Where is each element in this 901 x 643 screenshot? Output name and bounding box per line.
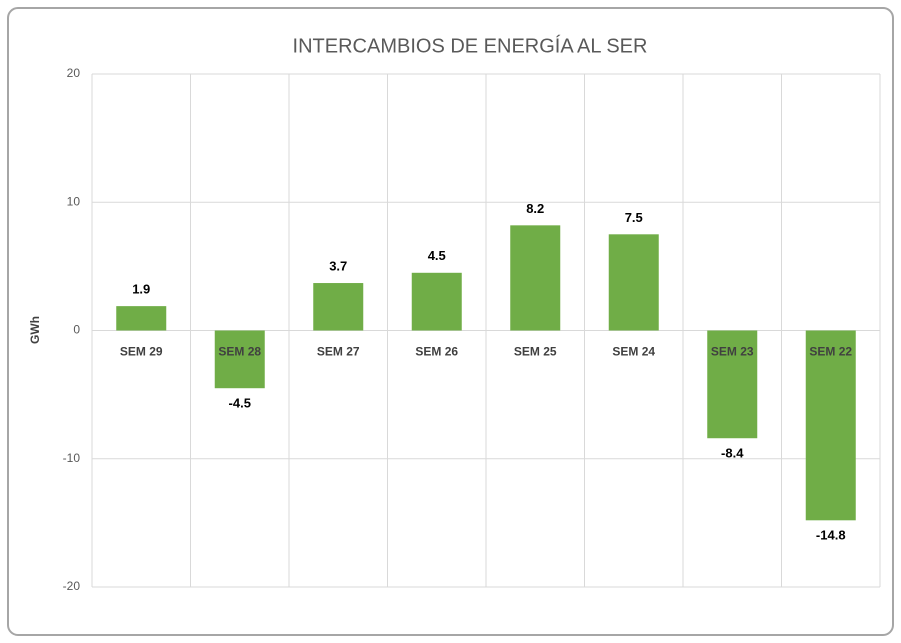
bar (608, 234, 659, 331)
x-tick-label: SEM 23 (711, 345, 754, 359)
y-tick-label: 10 (67, 194, 81, 208)
data-label: 3.7 (329, 258, 347, 273)
data-label: -14.8 (816, 528, 846, 543)
bar (411, 272, 462, 331)
x-tick-label: SEM 24 (612, 345, 655, 359)
bar (805, 330, 856, 521)
x-tick-label: SEM 28 (218, 345, 261, 359)
bar (707, 330, 758, 439)
y-tick-label: 20 (67, 66, 81, 80)
data-label: 4.5 (428, 248, 446, 263)
data-label: -4.5 (229, 396, 251, 411)
data-label: -8.4 (721, 446, 744, 461)
y-tick-label: 0 (73, 323, 80, 337)
data-label: 8.2 (526, 201, 544, 216)
data-label: 1.9 (132, 282, 150, 297)
bar (313, 283, 364, 331)
x-tick-label: SEM 29 (120, 345, 163, 359)
bar (214, 330, 265, 389)
chart-title: INTERCAMBIOS DE ENERGÍA AL SER (293, 34, 648, 57)
x-tick-label: SEM 25 (514, 345, 557, 359)
y-tick-label: -20 (63, 579, 81, 593)
y-tick-label: -10 (63, 451, 81, 465)
x-tick-label: SEM 22 (809, 345, 852, 359)
bar (510, 225, 561, 331)
x-tick-label: SEM 26 (415, 345, 458, 359)
x-tick-label: SEM 27 (317, 345, 360, 359)
bar (116, 306, 167, 331)
y-axis-title: GWh (28, 316, 42, 344)
data-label: 7.5 (625, 210, 643, 225)
